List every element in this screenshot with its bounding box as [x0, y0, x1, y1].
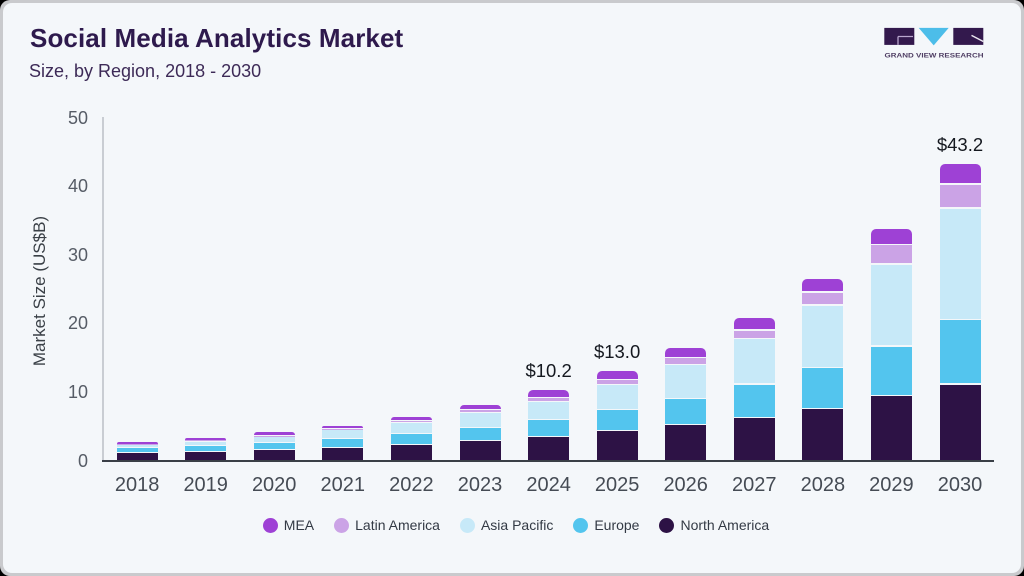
svg-text:GRAND VIEW RESEARCH: GRAND VIEW RESEARCH — [885, 53, 984, 60]
